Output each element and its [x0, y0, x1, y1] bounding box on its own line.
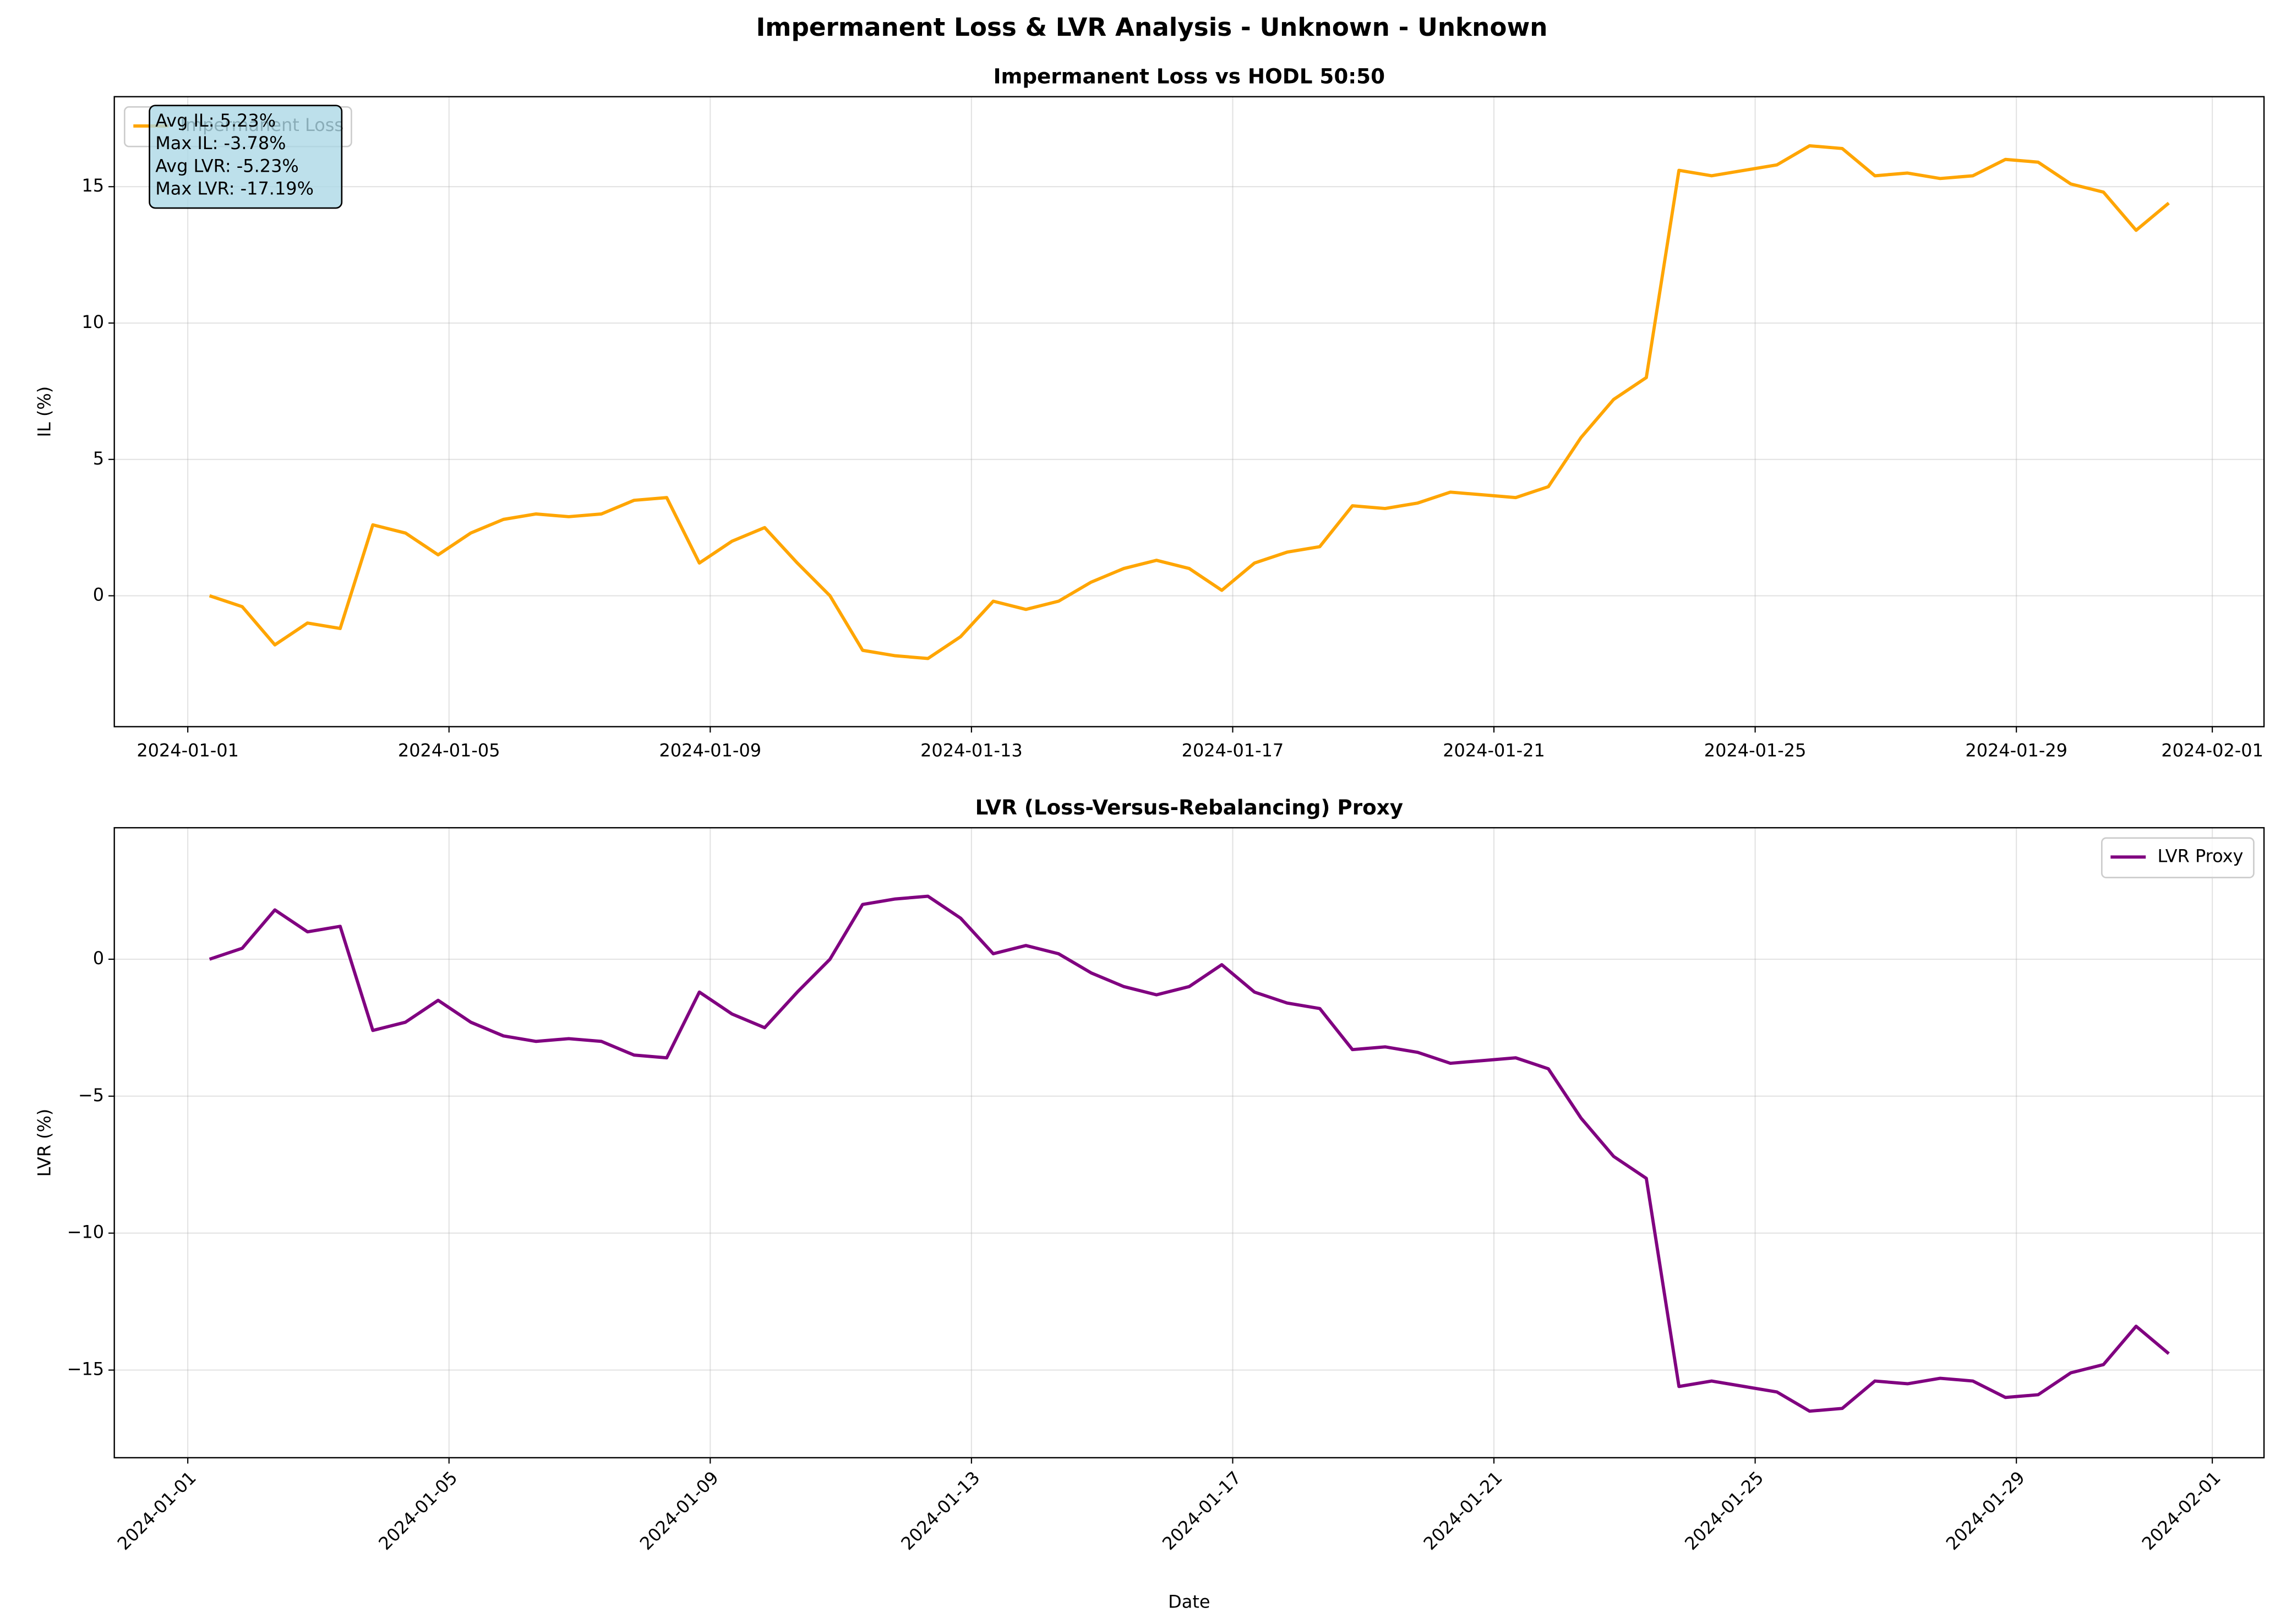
- x-tick-label: 2024-01-01: [137, 740, 239, 761]
- legend: LVR Proxy: [2101, 837, 2255, 878]
- x-tick-label: 2024-01-13: [920, 740, 1023, 761]
- y-tick-label: −15: [67, 1359, 104, 1380]
- x-tick-label: 2024-01-25: [1704, 740, 1807, 761]
- data-line: [209, 894, 2170, 1413]
- annotation-text: Max LVR: -17.19%: [155, 178, 314, 199]
- y-tick-label: 5: [93, 448, 104, 469]
- x-tick-label: 2024-01-21: [1443, 740, 1545, 761]
- x-tick-label: 2024-02-01: [2161, 740, 2263, 761]
- x-tick-label: 2024-01-05: [398, 740, 500, 761]
- data-line: [209, 144, 2170, 660]
- annotation-text: Max IL: -3.78%: [155, 133, 286, 154]
- x-tick-label: 2024-01-17: [1182, 740, 1284, 761]
- axes-title: LVR (Loss-Versus-Rebalancing) Proxy: [975, 795, 1403, 819]
- axes-frame: [113, 827, 2265, 1459]
- x-axis-label: Date: [1168, 1591, 1210, 1612]
- legend-box: [2101, 837, 2255, 878]
- y-axis-label: IL (%): [34, 386, 55, 438]
- y-tick-label: 15: [81, 175, 104, 196]
- axes-frame: [113, 96, 2265, 728]
- y-tick-label: 10: [81, 311, 104, 332]
- x-tick-label: 2024-01-29: [1965, 740, 2067, 761]
- annotation-text: Avg LVR: -5.23%: [155, 155, 299, 176]
- x-tick-label: 2024-01-09: [659, 740, 761, 761]
- y-tick-label: −5: [78, 1085, 104, 1106]
- figure-title: Impermanent Loss & LVR Analysis - Unknow…: [756, 13, 1547, 42]
- axes-title: Impermanent Loss vs HODL 50:50: [994, 64, 1385, 89]
- y-tick-label: 0: [93, 584, 104, 605]
- annotation-box: [149, 105, 343, 209]
- legend-label: LVR Proxy: [2158, 845, 2244, 866]
- annotation-text: Avg IL: 5.23%: [155, 110, 276, 131]
- y-axis-label: LVR (%): [34, 1109, 55, 1177]
- y-tick-label: 0: [93, 948, 104, 969]
- y-tick-label: −10: [67, 1222, 104, 1243]
